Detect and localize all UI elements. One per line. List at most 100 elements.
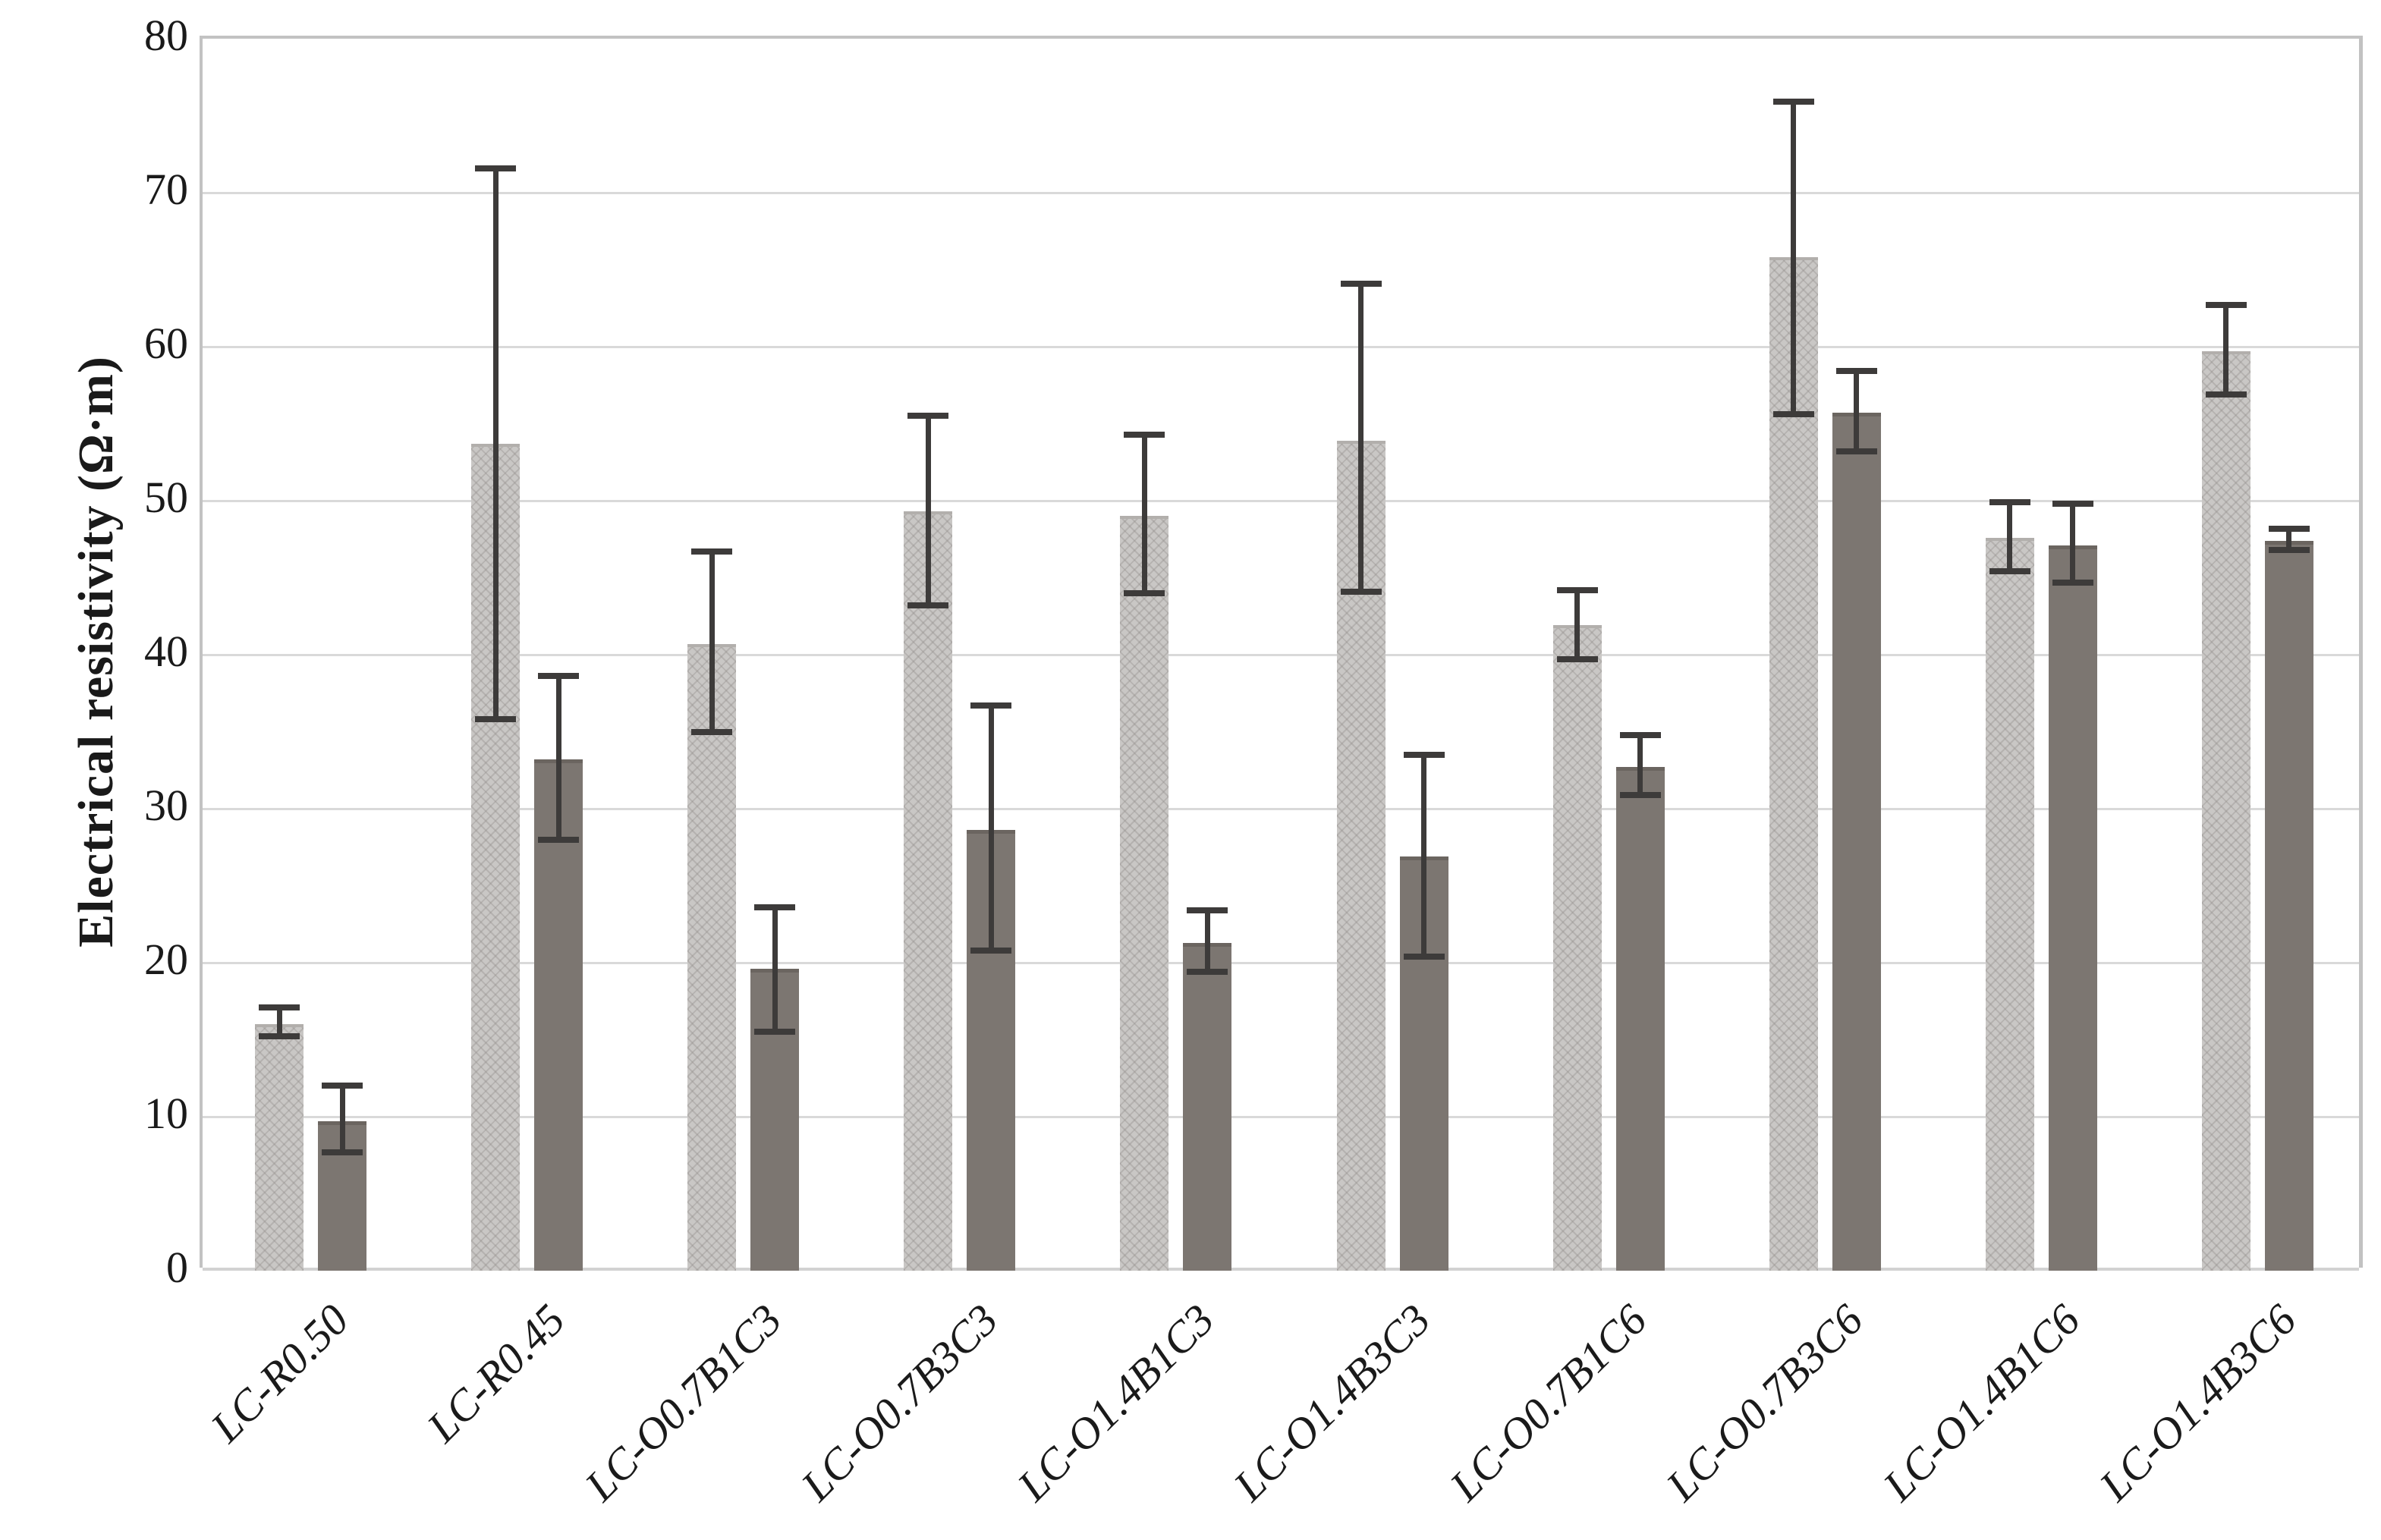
error-bar-line xyxy=(709,551,715,732)
x-tick-label-text: LC-O1.4B3C6 xyxy=(2090,1294,2306,1510)
error-bar-line xyxy=(492,168,499,720)
error-bar-cap xyxy=(259,1004,300,1010)
error-bar-cap xyxy=(1989,499,2030,506)
error-bar-cap xyxy=(754,1029,796,1036)
error-bar-cap xyxy=(2052,501,2093,508)
error-bar-line xyxy=(1637,734,1643,795)
error-bar-cap xyxy=(1124,431,1165,438)
gridline xyxy=(203,654,2359,656)
error-bar-line xyxy=(1791,102,1797,415)
x-tick-label-text: LC-O0.7B1C3 xyxy=(575,1294,791,1510)
error-bar-line xyxy=(772,907,778,1032)
error-bar-line xyxy=(1421,754,1427,957)
x-tick-label-text: LC-O1.4B1C6 xyxy=(1873,1294,2090,1510)
error-bar-cap xyxy=(2268,546,2310,553)
gridline xyxy=(203,500,2359,502)
bar-initial xyxy=(1336,440,1386,1271)
error-bar-cap xyxy=(2052,579,2093,586)
error-bar-cap xyxy=(1772,99,1814,105)
y-tick-label: 10 xyxy=(144,1089,188,1138)
gridline xyxy=(203,962,2359,964)
error-bar-line xyxy=(2223,305,2229,394)
error-bar-cap xyxy=(538,673,580,680)
y-tick-label: 50 xyxy=(144,473,188,522)
y-tick-label: 20 xyxy=(144,935,188,984)
bar-after-24h xyxy=(534,759,583,1271)
error-bar-cap xyxy=(2268,525,2310,532)
bar-after-24h xyxy=(2048,545,2097,1271)
error-bar-cap xyxy=(259,1033,300,1040)
error-bar-cap xyxy=(2205,391,2247,398)
plot-area xyxy=(200,36,2363,1271)
error-bar-cap xyxy=(907,602,949,609)
error-bar-cap xyxy=(322,1149,363,1155)
gridline xyxy=(203,808,2359,810)
error-bar-cap xyxy=(1403,751,1445,758)
bar-initial xyxy=(687,643,737,1271)
error-bar-line xyxy=(1358,283,1364,592)
error-bar-line xyxy=(2070,504,2076,583)
error-bar-cap xyxy=(1187,907,1228,913)
y-tick-label: 70 xyxy=(144,165,188,214)
error-bar-cap xyxy=(322,1083,363,1089)
y-tick-label: 80 xyxy=(144,11,188,60)
error-bar-line xyxy=(2007,502,2013,572)
error-bar-line xyxy=(555,676,561,840)
bar-initial xyxy=(2201,351,2250,1271)
error-bar-cap xyxy=(475,716,517,723)
x-tick-label-text: LC-R0.50 xyxy=(201,1294,359,1452)
gridline xyxy=(203,346,2359,348)
error-bar-cap xyxy=(1835,448,1877,455)
bar-after-24h xyxy=(1615,767,1665,1271)
gridline xyxy=(203,192,2359,194)
error-bar-cap xyxy=(1772,411,1814,418)
error-bar-cap xyxy=(691,728,733,735)
error-bar-cap xyxy=(907,413,949,420)
x-axis-line xyxy=(203,1268,2359,1271)
bar-initial xyxy=(1120,516,1169,1271)
bar-initial xyxy=(1552,625,1602,1271)
error-bar-cap xyxy=(475,165,517,171)
y-tick-label: 60 xyxy=(144,319,188,368)
error-bar-cap xyxy=(970,947,1012,954)
error-bar-line xyxy=(1574,589,1581,660)
x-tick-label-text: LC-R0.45 xyxy=(417,1294,575,1452)
error-bar-line xyxy=(2286,528,2292,550)
error-bar-cap xyxy=(1124,589,1165,596)
error-bar-cap xyxy=(754,904,796,910)
error-bar-cap xyxy=(1556,586,1598,593)
x-tick-label-text: LC-O1.4B3C3 xyxy=(1224,1294,1440,1510)
x-tick-label-text: LC-O0.7B3C6 xyxy=(1656,1294,1873,1510)
error-bar-cap xyxy=(970,702,1012,709)
error-bar-cap xyxy=(1989,568,2030,575)
y-tick-label: 0 xyxy=(166,1243,188,1292)
error-bar-cap xyxy=(2205,302,2247,309)
error-bar-cap xyxy=(1187,969,1228,976)
x-tick-label-text: LC-O0.7B1C6 xyxy=(1440,1294,1656,1510)
error-bar-line xyxy=(988,705,994,951)
bar-after-24h xyxy=(1183,942,1232,1271)
error-bar-cap xyxy=(1556,656,1598,663)
error-bar-line xyxy=(1204,910,1210,973)
error-bar-line xyxy=(339,1086,345,1152)
bar-initial xyxy=(1985,537,2034,1271)
error-bar-cap xyxy=(691,548,733,555)
error-bar-cap xyxy=(538,836,580,843)
x-tick-label-text: LC-O0.7B3C3 xyxy=(791,1294,1008,1510)
bar-after-24h xyxy=(2264,540,2313,1271)
y-tick-label: 40 xyxy=(144,627,188,676)
error-bar-cap xyxy=(1340,280,1382,287)
bar-initial xyxy=(255,1024,304,1271)
gridline xyxy=(203,1116,2359,1118)
x-tick-label-text: LC-O1.4B1C3 xyxy=(1008,1294,1224,1510)
error-bar-cap xyxy=(1835,368,1877,375)
bar-initial xyxy=(904,511,953,1271)
error-bar-line xyxy=(1854,371,1860,452)
error-bar-cap xyxy=(1340,588,1382,595)
y-tick-label: 30 xyxy=(144,781,188,830)
bar-initial xyxy=(1769,257,1818,1271)
error-bar-cap xyxy=(1403,953,1445,960)
error-bar-line xyxy=(1141,434,1147,593)
error-bar-cap xyxy=(1619,731,1661,738)
